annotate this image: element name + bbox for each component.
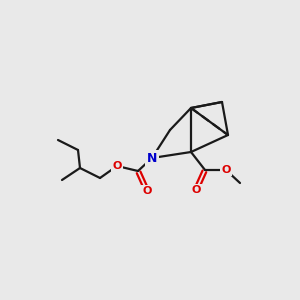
Text: O: O <box>221 165 231 175</box>
Text: O: O <box>112 161 122 171</box>
Text: O: O <box>191 185 201 195</box>
Text: O: O <box>142 186 152 196</box>
Text: N: N <box>147 152 157 164</box>
